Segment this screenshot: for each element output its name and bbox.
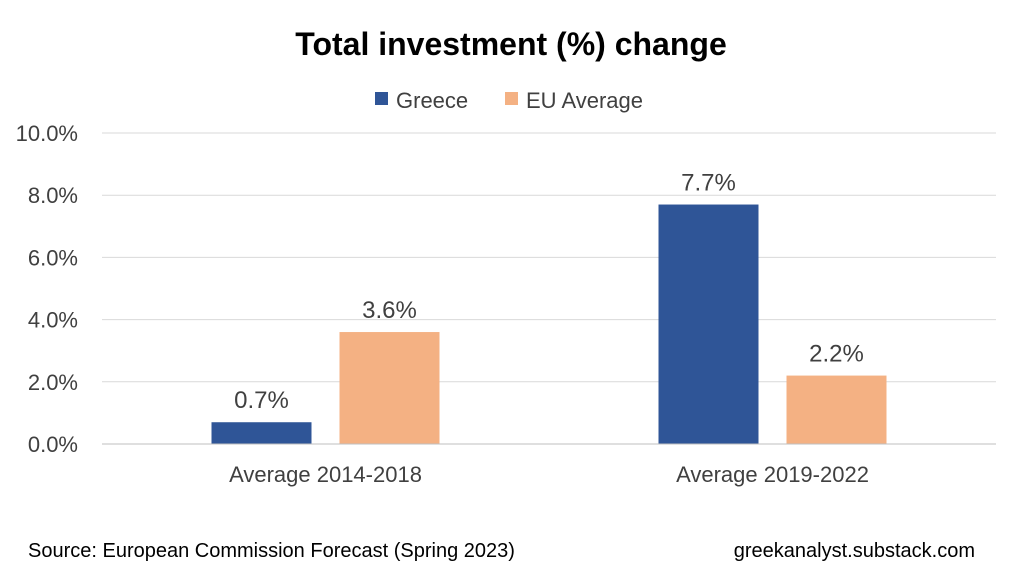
source-note: Source: European Commission Forecast (Sp… xyxy=(28,540,515,562)
site-credit: greekanalyst.substack.com xyxy=(733,540,975,562)
x-category-label: Average 2019-2022 xyxy=(676,462,869,487)
bar-data-labels: 0.7% 3.6% 7.7% 2.2% xyxy=(234,170,864,415)
legend-label-greece: Greece xyxy=(396,88,468,113)
bar-greece xyxy=(211,422,312,444)
data-label-greece: 7.7% xyxy=(681,170,736,197)
y-tick-label: 8.0% xyxy=(28,183,78,208)
legend-swatch-eu-average xyxy=(505,92,518,105)
y-tick-label: 0.0% xyxy=(28,432,78,457)
y-tick-label: 6.0% xyxy=(28,245,78,270)
y-tick-label: 10.0% xyxy=(16,121,78,146)
x-axis-category-labels: Average 2014-2018 Average 2019-2022 xyxy=(229,462,869,487)
bar-eu-average xyxy=(786,375,887,444)
legend: Greece EU Average xyxy=(375,88,643,113)
y-tick-label: 2.0% xyxy=(28,370,78,395)
data-label-eu-average: 3.6% xyxy=(362,297,417,324)
x-category-label: Average 2014-2018 xyxy=(229,462,422,487)
y-axis-tick-labels: 0.0% 2.0% 4.0% 6.0% 8.0% 10.0% xyxy=(16,121,78,457)
y-tick-label: 4.0% xyxy=(28,308,78,333)
bars xyxy=(211,204,887,444)
legend-label-eu-average: EU Average xyxy=(526,88,643,113)
bar-eu-average xyxy=(339,332,440,444)
bar-greece xyxy=(658,204,759,444)
data-label-eu-average: 2.2% xyxy=(809,341,864,368)
chart-title: Total investment (%) change xyxy=(295,26,726,62)
data-label-greece: 0.7% xyxy=(234,387,289,414)
legend-swatch-greece xyxy=(375,92,388,105)
